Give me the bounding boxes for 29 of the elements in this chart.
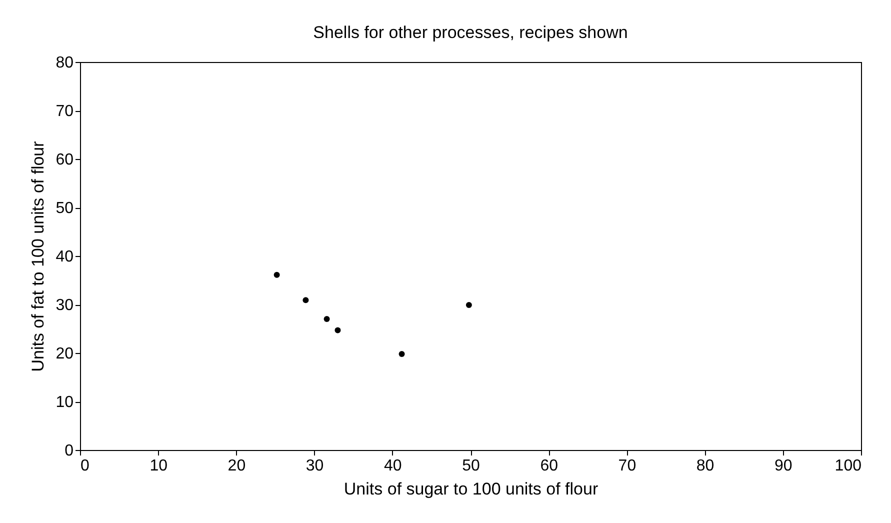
y-axis-title: Units of fat to 100 units of flour xyxy=(28,140,48,372)
chart-title: Shells for other processes, recipes shown xyxy=(313,23,628,42)
y-tick-label: 20 xyxy=(56,346,74,362)
y-tick-label: 0 xyxy=(64,442,74,460)
point xyxy=(334,327,341,334)
point xyxy=(466,302,472,308)
point xyxy=(324,316,330,322)
x-tick-label: 20 xyxy=(228,458,246,474)
y-tick-label: 50 xyxy=(56,200,74,217)
x-tick-label: 60 xyxy=(540,458,558,474)
x-tick-label: 0 xyxy=(80,458,90,474)
x-tick-label: 90 xyxy=(774,458,792,474)
y-tick-label: 40 xyxy=(56,248,74,266)
x-tick-label: 10 xyxy=(150,458,168,474)
x-tick-label: 50 xyxy=(462,458,480,474)
x-tick-label: 70 xyxy=(618,458,636,474)
x-tick-label: 80 xyxy=(696,458,714,474)
point xyxy=(302,297,309,304)
x-tick-label: 30 xyxy=(306,458,324,474)
x-axis-title: Units of sugar to 100 units of flour xyxy=(344,480,598,498)
y-tick-label: 80 xyxy=(56,54,74,72)
y-tick-label: 30 xyxy=(56,297,74,314)
point xyxy=(398,350,405,357)
x-tick-label: 100 xyxy=(834,458,862,474)
y-tick-label: 70 xyxy=(56,103,74,120)
point xyxy=(274,272,280,278)
y-tick-label: 10 xyxy=(56,394,74,411)
y-tick-label: 60 xyxy=(56,152,74,168)
x-tick-label: 40 xyxy=(384,458,402,474)
